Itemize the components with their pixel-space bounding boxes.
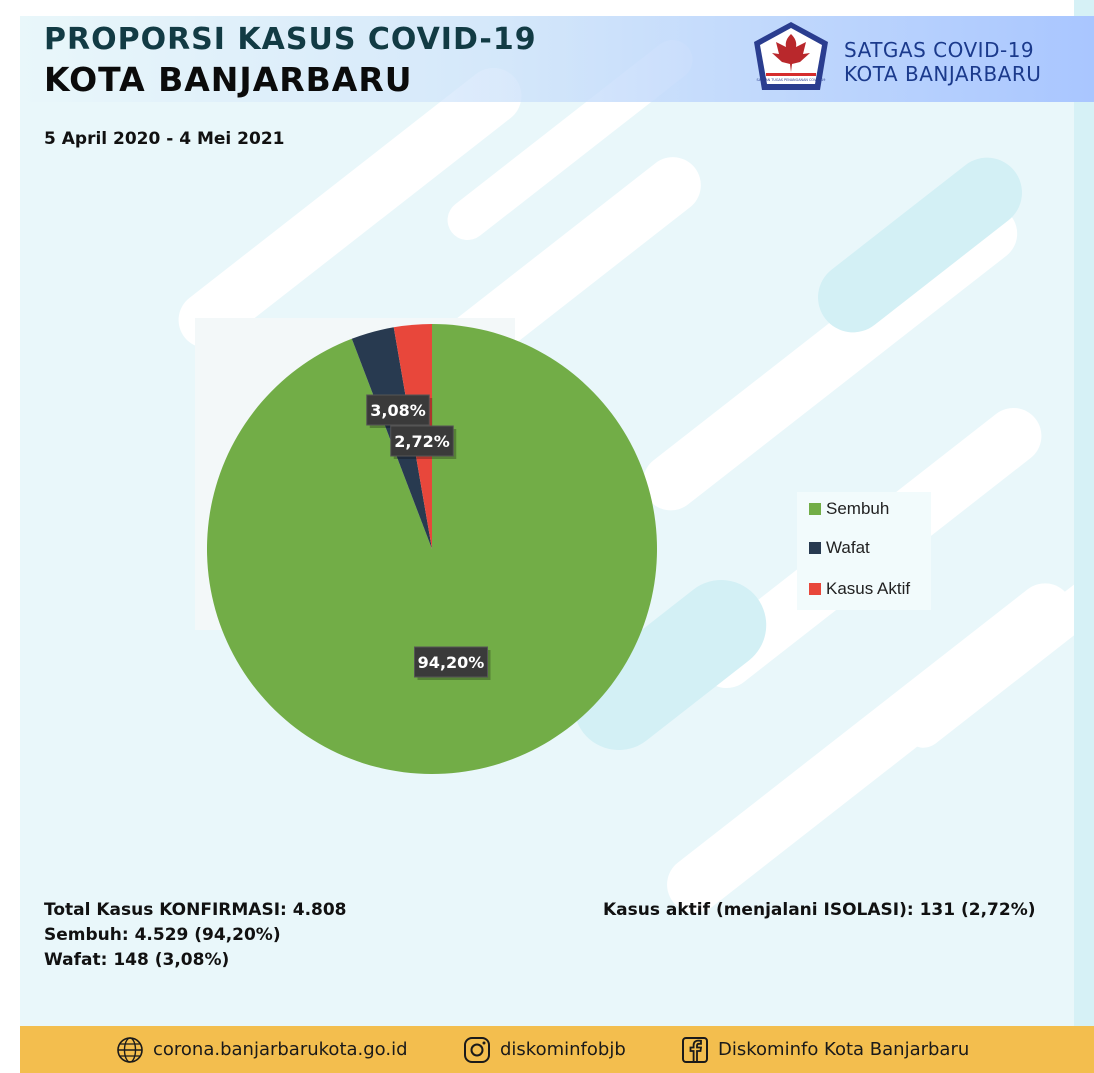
- org-name: SATGAS COVID-19 KOTA BANJARBARU: [844, 38, 1041, 86]
- stats-active: Kasus aktif (menjalani ISOLASI): 131 (2,…: [603, 898, 1036, 923]
- stat-sembuh: Sembuh: 4.529 (94,20%): [44, 925, 281, 945]
- pie-label-kasus-aktif: 2,72%: [390, 425, 457, 459]
- stat-wafat: Wafat: 148 (3,08%): [44, 950, 230, 970]
- footer-facebook-link[interactable]: Diskominfo Kota Banjarbaru: [680, 1026, 969, 1073]
- legend-label-sembuh: Sembuh: [826, 499, 890, 518]
- legend-item-kasus-aktif: Kasus Aktif: [809, 578, 910, 600]
- legend-label-wafat: Wafat: [826, 538, 870, 557]
- page-title: PROPORSI KASUS COVID-19: [44, 22, 537, 57]
- pie-label-sembuh-text: 94,20%: [418, 653, 485, 672]
- facebook-icon: [682, 1036, 708, 1063]
- instagram-icon: [464, 1036, 490, 1063]
- logo-text: SATUAN TUGAS PENANGANAN COVID-19: [757, 78, 826, 82]
- logo-bird: [772, 34, 810, 72]
- chart-legend: Sembuh Wafat Kasus Aktif: [797, 492, 931, 610]
- footer-instagram-link[interactable]: diskominfobjb: [462, 1026, 626, 1073]
- pie-slices: [206, 324, 658, 775]
- org-line-2: KOTA BANJARBARU: [844, 62, 1042, 86]
- org-line-1: SATGAS COVID-19: [844, 38, 1035, 62]
- pie-label-sembuh-box: [414, 646, 488, 678]
- stat-aktif: Kasus aktif (menjalani ISOLASI): 131 (2,…: [603, 900, 1036, 920]
- legend-item-wafat: Wafat: [809, 537, 870, 559]
- footer-bar: corona.banjarbarukota.go.id diskominfobj…: [20, 1026, 1094, 1073]
- stat-total: Total Kasus KONFIRMASI: 4.808: [44, 900, 347, 920]
- footer-facebook-text: Diskominfo Kota Banjarbaru: [718, 1039, 970, 1060]
- pie-label-wafat: 3,08%: [366, 394, 433, 428]
- header-banner: [20, 16, 1094, 102]
- right-edge-strip: [1074, 0, 1094, 1073]
- stats-summary: Total Kasus KONFIRMASI: 4.808 Sembuh: 4.…: [44, 898, 347, 973]
- date-range: 5 April 2020 - 4 Mei 2021: [44, 129, 285, 149]
- pie-data-labels: 94,20% 3,08% 2,72%: [366, 394, 491, 680]
- footer-website-link[interactable]: corona.banjarbarukota.go.id: [115, 1026, 408, 1073]
- pie-label-sembuh: 94,20%: [414, 646, 491, 680]
- pie-label-wafat-text: 3,08%: [370, 401, 426, 420]
- page-subtitle: KOTA BANJARBARU: [44, 60, 413, 99]
- legend-swatch-wafat: [809, 542, 821, 554]
- legend-swatch-sembuh: [809, 503, 821, 515]
- garuda-emblem-icon: SATUAN TUGAS PENANGANAN COVID-19: [754, 22, 828, 90]
- pie-label-kasus-aktif-box: [390, 425, 454, 457]
- logo-band-red: [766, 73, 816, 76]
- footer-website-text: corona.banjarbarukota.go.id: [153, 1039, 408, 1060]
- footer-instagram-text: diskominfobjb: [500, 1039, 626, 1060]
- pie-label-wafat-box: [366, 394, 430, 426]
- globe-icon: [117, 1036, 143, 1063]
- pie-label-kasus-aktif-text: 2,72%: [394, 432, 450, 451]
- legend-item-sembuh: Sembuh: [809, 498, 889, 520]
- legend-label-kasus-aktif: Kasus Aktif: [826, 579, 911, 598]
- legend-swatch-kasus-aktif: [809, 583, 821, 595]
